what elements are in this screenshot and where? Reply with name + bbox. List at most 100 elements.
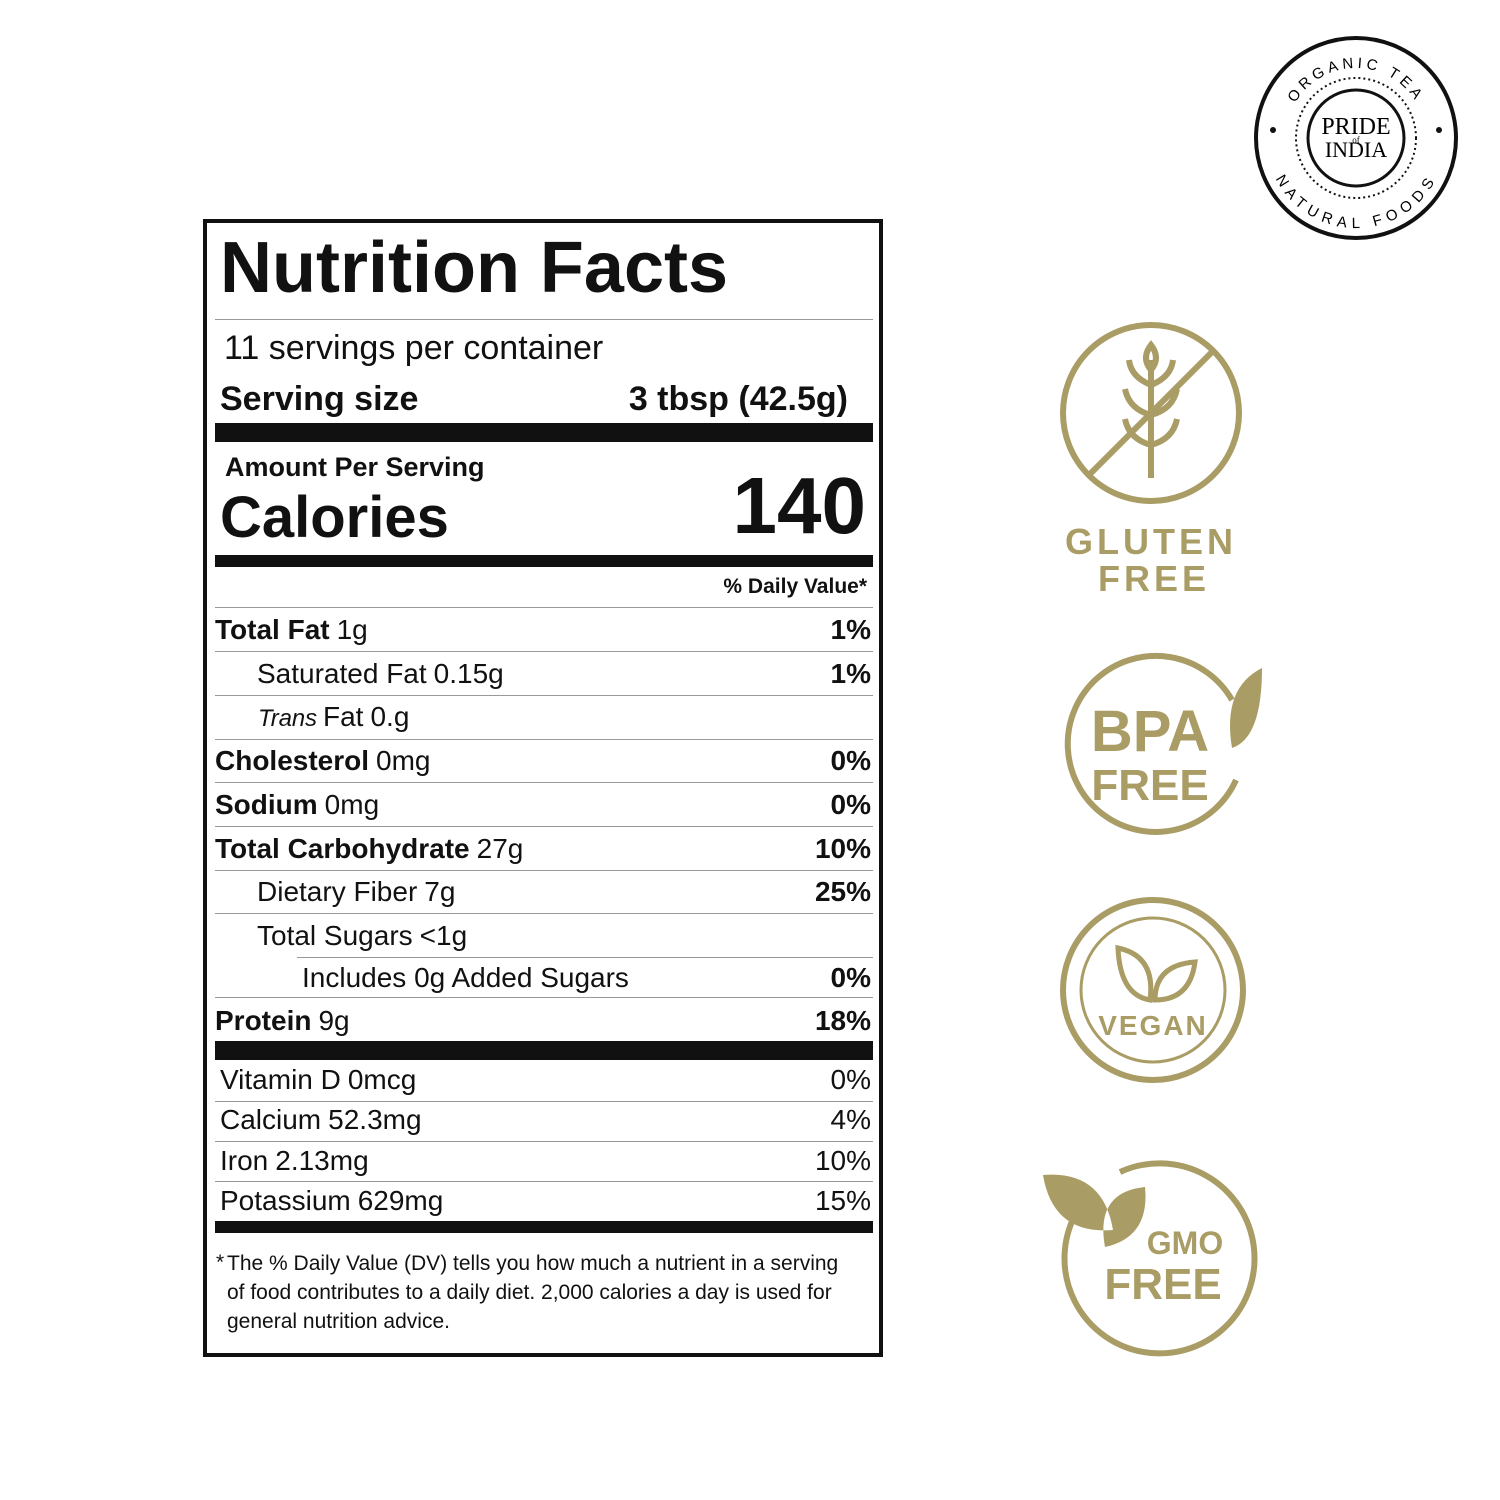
rule — [215, 651, 873, 652]
logo-inner — [1295, 77, 1417, 199]
nutrient-name: Protein — [215, 1005, 312, 1037]
logo-top-text: ORGANIC TEA — [1284, 55, 1427, 106]
nutrient-row: Cholesterol 0mg — [215, 747, 431, 775]
nutrient-name: Total Sugars — [257, 919, 413, 951]
logo-ring — [1254, 36, 1458, 240]
wheat — [1122, 340, 1180, 448]
daily-value: 15% — [814, 1184, 871, 1216]
footnote-mark: * — [216, 1251, 225, 1274]
nutrient-amount: 0mcg — [347, 1064, 417, 1095]
daily-value: 1% — [830, 657, 871, 689]
daily-value: 0% — [830, 1064, 871, 1095]
daily-value: 10% — [814, 832, 871, 864]
thick-rule — [215, 555, 873, 567]
nutrient-row: Trans Fat 0.g — [258, 703, 409, 731]
nutrient-row: Protein 9g — [215, 1007, 350, 1035]
daily-value: 18% — [814, 1005, 871, 1037]
badge-ring — [1060, 897, 1246, 1083]
nutrient-amount: 0.15g — [433, 657, 504, 689]
dv-header: % Daily Value* — [723, 575, 867, 598]
nutrient-name: Fat — [323, 701, 364, 733]
calories-value: 140 — [732, 461, 866, 550]
nutrient-name: Potassium — [220, 1184, 351, 1216]
nutrient-amount: 52.3mg — [328, 1104, 422, 1136]
nutrient-row: Includes 0g Added Sugars — [302, 961, 629, 993]
daily-value: 10% — [814, 1144, 871, 1176]
logo: ORGANIC TEA NATURAL FOODS PRIDE of INDIA — [1254, 36, 1458, 240]
amount-per-serving: Amount Per Serving — [225, 452, 485, 482]
nutrient-amount: 0mg — [324, 788, 380, 820]
calories-label: Calories — [220, 485, 449, 550]
nutrient-name: Saturated Fat — [257, 657, 427, 689]
nutrient-row: Potassium 629mg — [220, 1184, 444, 1216]
badge-ring-inner — [1079, 916, 1227, 1064]
badge-text: FREE — [1098, 558, 1210, 599]
footnote: The % Daily Value (DV) tells you how muc… — [227, 1252, 839, 1333]
nutrient-amount: 7g — [424, 876, 456, 908]
nutrient-amount: 629mg — [357, 1184, 444, 1216]
rule — [215, 870, 873, 871]
badge-text: FREE — [1091, 761, 1208, 810]
logo-name-2: INDIA — [1325, 137, 1387, 162]
nutrient-row: Vitamin D 0mcg — [220, 1066, 416, 1094]
nutrient-name: Calcium — [220, 1104, 322, 1136]
serving-size-value: 3 tbsp (42.5g) — [628, 380, 848, 418]
rule — [215, 1101, 873, 1102]
leaf — [1230, 668, 1262, 748]
nutrient-row: Total Fat 1g — [215, 616, 368, 644]
logo-bottom-path: NATURAL FOODS — [1272, 172, 1437, 232]
nutrient-name: Cholesterol — [215, 745, 370, 777]
rule — [297, 957, 873, 958]
vegan-leaves — [1115, 944, 1198, 1003]
bpa-badge — [1064, 652, 1262, 835]
badge-text: GLUTEN — [1065, 521, 1237, 562]
nutrient-name: Dietary Fiber — [257, 876, 418, 908]
rule — [215, 695, 873, 696]
nutrient-amount: 27g — [476, 832, 524, 864]
nutrient-amount: 1g — [336, 614, 368, 645]
logo-dot — [1436, 127, 1442, 133]
gmo-badge — [1043, 1160, 1258, 1357]
nutrient-row: Sodium 0mg — [215, 788, 380, 820]
rule — [215, 997, 873, 998]
label-title: Nutrition Facts — [220, 228, 729, 308]
thick-rule — [215, 423, 873, 442]
logo-name-1: PRIDE — [1321, 114, 1390, 140]
thick-rule — [215, 1221, 873, 1233]
nutrient-amount: 0.g — [370, 701, 410, 733]
nutrient-row: Total Carbohydrate 27g — [215, 832, 524, 864]
nutrient-name: Total Fat — [215, 614, 330, 645]
nutrient-name: Includes 0g Added Sugars — [302, 961, 629, 993]
daily-value: 4% — [830, 1104, 871, 1136]
rule — [215, 826, 873, 827]
rule — [215, 782, 873, 783]
nutrient-name: Iron — [220, 1144, 269, 1176]
logo-inner-ring — [1306, 88, 1406, 188]
daily-value: 1% — [830, 614, 871, 645]
badge-ring — [1064, 652, 1239, 835]
vegan-badge — [1060, 897, 1246, 1083]
gluten-badge — [1060, 322, 1242, 504]
serving-size-label: Serving size — [220, 380, 419, 418]
daily-value: 0% — [830, 788, 871, 820]
badge-ring — [1061, 1160, 1258, 1357]
badge-text: FREE — [1104, 1260, 1221, 1309]
nutrient-row: Iron 2.13mg — [220, 1144, 369, 1176]
logo-top-path: ORGANIC TEA — [1284, 55, 1423, 106]
nutrient-name: Sodium — [215, 788, 318, 820]
rule — [215, 913, 873, 914]
rule — [215, 319, 873, 320]
daily-value: 0% — [830, 745, 871, 777]
logo-bottom-text: NATURAL FOODS — [1272, 172, 1441, 232]
nutrient-row: Dietary Fiber 7g — [257, 878, 455, 906]
thick-rule — [215, 1041, 873, 1060]
servings: 11 servings per container — [224, 329, 604, 367]
gmo-leaves — [1043, 1174, 1146, 1247]
daily-value: 25% — [814, 876, 871, 908]
nutrient-name: Vitamin D — [220, 1064, 341, 1095]
badge-text: VEGAN — [1098, 1010, 1208, 1041]
nutrient-amount: 9g — [318, 1005, 350, 1037]
